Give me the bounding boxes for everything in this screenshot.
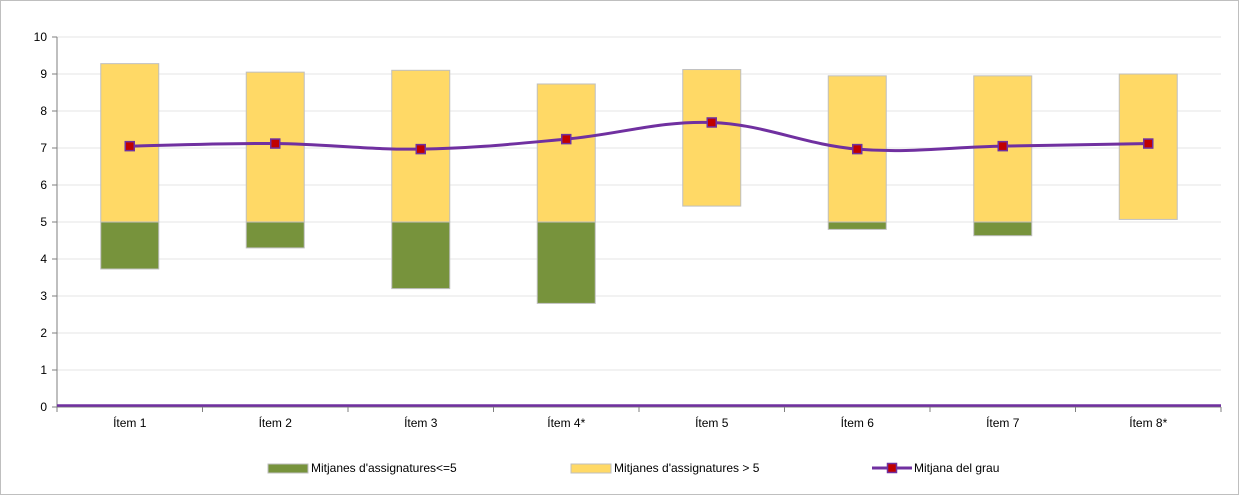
legend: Mitjanes d'assignatures<=5 Mitjanes d'ass… bbox=[267, 461, 999, 475]
bar-low bbox=[100, 221, 160, 270]
mean-marker bbox=[706, 117, 717, 128]
bar-low bbox=[391, 221, 451, 290]
mean-marker bbox=[270, 138, 281, 149]
series-line bbox=[124, 117, 1154, 155]
mean-line bbox=[129, 120, 1149, 153]
x-tick-label: Ítem 1 bbox=[113, 415, 147, 430]
x-tick-label: Ítem 5 bbox=[695, 415, 729, 430]
mean-marker bbox=[997, 140, 1008, 152]
legend-label-high: Mitjanes d'assignatures > 5 bbox=[614, 461, 760, 475]
bar-low bbox=[827, 221, 887, 230]
legend-label-low: Mitjanes d'assignatures<=5 bbox=[311, 461, 457, 475]
y-tick-label: 2 bbox=[40, 326, 47, 340]
y-tick-label: 7 bbox=[40, 141, 47, 155]
mean-marker bbox=[561, 133, 572, 145]
legend-swatch-high bbox=[570, 463, 612, 474]
mean-marker bbox=[1143, 138, 1154, 149]
y-tick-label: 4 bbox=[40, 252, 47, 266]
x-tick-label: Ítem 3 bbox=[404, 415, 438, 430]
y-tick-label: 5 bbox=[40, 215, 47, 229]
bar-high bbox=[536, 83, 596, 223]
y-tick-label: 10 bbox=[34, 30, 48, 44]
y-tick-label: 1 bbox=[40, 363, 47, 377]
y-tick-label: 9 bbox=[40, 67, 47, 81]
series-low-bars bbox=[100, 221, 1033, 304]
bar-low bbox=[536, 221, 596, 304]
x-tick-label: Ítem 4* bbox=[547, 415, 585, 430]
bar-low bbox=[245, 221, 305, 249]
x-tick-label: Ítem 7 bbox=[986, 415, 1020, 430]
bar-high bbox=[682, 69, 742, 207]
bar-low bbox=[973, 221, 1033, 237]
y-axis-ticks: 0 1 2 3 4 5 6 7 8 9 10 bbox=[34, 30, 57, 414]
x-tick-label: Ítem 2 bbox=[259, 415, 293, 430]
x-tick-label: Ítem 6 bbox=[841, 415, 875, 430]
legend-label-line: Mitjana del grau bbox=[914, 461, 999, 475]
y-tick-label: 6 bbox=[40, 178, 47, 192]
mean-marker bbox=[124, 140, 135, 152]
x-axis-ticks: Ítem 1 Ítem 2 Ítem 3 Ítem 4* Ítem 5 Ítem 6 Íte… bbox=[56, 407, 1222, 430]
legend-swatch-low bbox=[267, 463, 309, 474]
y-tick-label: 8 bbox=[40, 104, 47, 118]
mean-marker bbox=[852, 143, 863, 155]
mean-marker bbox=[415, 143, 426, 155]
x-tick-label: Ítem 8* bbox=[1129, 415, 1167, 430]
grid-lines bbox=[57, 36, 1221, 371]
legend-swatch-marker bbox=[886, 462, 898, 474]
y-tick-label: 0 bbox=[40, 400, 47, 414]
y-tick-label: 3 bbox=[40, 289, 47, 303]
